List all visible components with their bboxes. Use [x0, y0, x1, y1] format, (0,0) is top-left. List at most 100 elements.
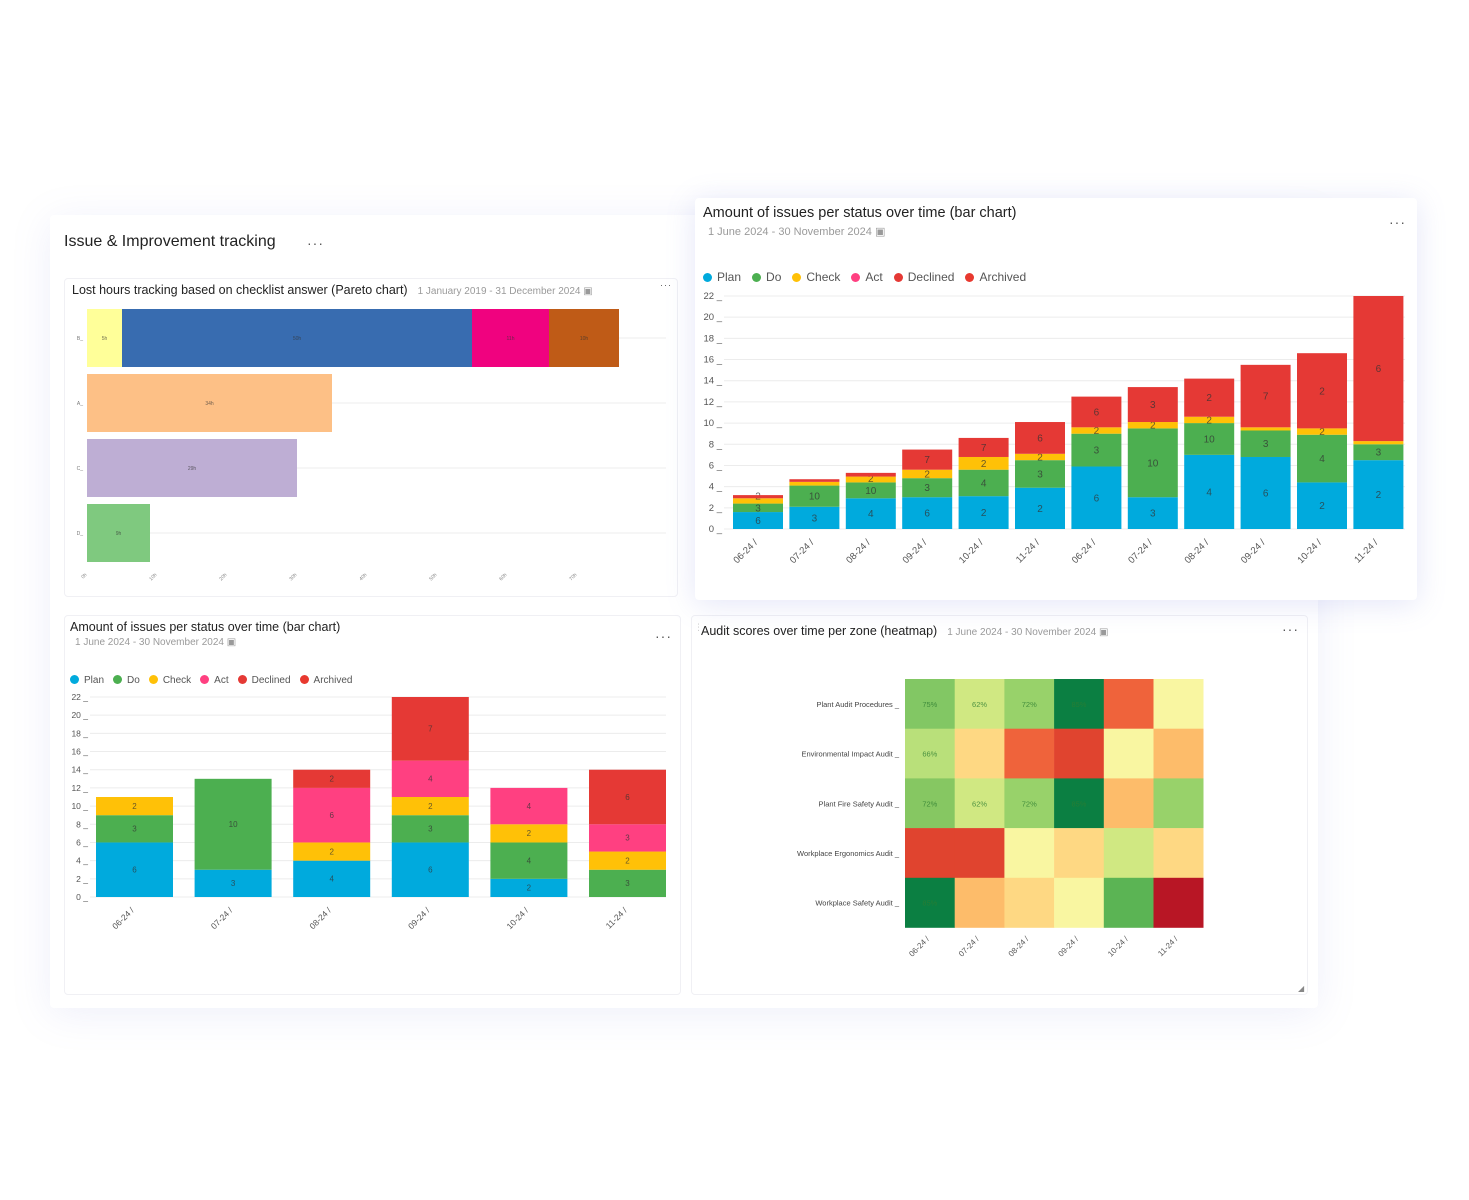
- data-label: 4: [1319, 454, 1325, 465]
- bar-segment-check: [1353, 441, 1404, 445]
- bar-segment-do: [733, 503, 783, 513]
- data-label: 2: [1150, 421, 1156, 432]
- legend-label: Archived: [979, 270, 1027, 284]
- data-label: 7: [1263, 392, 1269, 403]
- data-label: 11h: [507, 336, 515, 342]
- data-label: 3: [1376, 448, 1382, 459]
- cell-label: 66%: [922, 750, 937, 759]
- status-top-date-range[interactable]: 1 June 2024 - 30 November 2024 ▣: [708, 225, 885, 238]
- data-label: 6: [755, 516, 761, 527]
- date-text: 1 June 2024 - 30 November 2024: [708, 226, 872, 238]
- heatmap-cell: [954, 828, 1005, 879]
- calendar-icon: ▣: [583, 286, 593, 297]
- data-label: 6: [1263, 488, 1269, 499]
- x-tick-label: 08-24 /: [844, 537, 873, 566]
- drag-handle-icon[interactable]: ⋮: [694, 622, 703, 632]
- x-tick-label: 06-24 /: [110, 905, 136, 931]
- status-bottom-menu-button[interactable]: ···: [655, 628, 672, 644]
- legend-dot: [752, 273, 762, 282]
- bar-segment-do: [490, 842, 568, 879]
- bar-segment-declined: [958, 437, 1009, 457]
- heatmap-date-range[interactable]: 1 June 2024 - 30 November 2024 ▣: [947, 627, 1108, 638]
- heatmap-cell: [1054, 877, 1105, 928]
- heatmap-cell: [1004, 778, 1055, 829]
- data-label: 2: [1206, 415, 1212, 426]
- legend-item-check[interactable]: Check: [792, 270, 840, 284]
- y-tick-label: 6 _: [76, 837, 88, 847]
- data-label: 3: [1037, 469, 1043, 480]
- data-label: 3: [1094, 446, 1100, 457]
- bar-segment-declined: [1127, 387, 1178, 423]
- data-label: 3: [428, 825, 433, 834]
- heatmap-cell: [1153, 728, 1204, 779]
- data-label: 2: [981, 508, 987, 519]
- x-tick-label: 06-24 /: [1070, 537, 1099, 566]
- bar-segment-do: [1071, 433, 1122, 467]
- legend-label: Do: [127, 675, 140, 686]
- data-label: 2: [1319, 501, 1325, 512]
- legend-item-check[interactable]: Check: [148, 675, 191, 686]
- pareto-menu-button[interactable]: ···: [660, 280, 672, 290]
- y-tick-label: 12 _: [71, 783, 88, 793]
- bar-segment-declined: [1184, 378, 1235, 417]
- legend-item-do[interactable]: Do: [113, 675, 140, 686]
- legend-item-plan[interactable]: Plan: [703, 270, 741, 284]
- legend-dot: [965, 273, 975, 282]
- data-label: 3: [231, 879, 236, 888]
- pareto-date-range[interactable]: 1 January 2019 - 31 December 2024 ▣: [418, 286, 593, 297]
- bar-segment-do: [391, 815, 469, 843]
- legend-label: Declined: [907, 270, 955, 284]
- row-label: Workplace Safety Audit _: [815, 899, 899, 908]
- legend-dot: [200, 675, 210, 684]
- legend-item-archived[interactable]: Archived: [965, 270, 1026, 284]
- resize-handle-icon[interactable]: ◢: [1298, 984, 1305, 993]
- status-bottom-legend: Plan Do Check Act Declined Archived: [70, 675, 352, 686]
- heatmap-cell: [905, 728, 955, 779]
- data-label: 6: [1094, 407, 1100, 418]
- date-text: 1 June 2024 - 30 November 2024: [947, 627, 1097, 638]
- heatmap-cell: [1153, 877, 1204, 928]
- heatmap-cell: [905, 778, 955, 829]
- data-label: 4: [868, 509, 874, 520]
- y-tick-label: 20 _: [704, 312, 723, 323]
- legend-item-declined[interactable]: Declined: [237, 675, 291, 686]
- x-tick-label: 50h: [428, 572, 438, 582]
- row-label: Workplace Ergonomics Audit _: [797, 849, 900, 858]
- legend-item-declined[interactable]: Declined: [893, 270, 955, 284]
- bar-segment-declined: [1071, 396, 1122, 428]
- data-label: 3: [1150, 509, 1156, 520]
- y-tick-label: 18 _: [71, 728, 88, 738]
- bar-segment-declined: [845, 472, 896, 477]
- bar-segment-do: [1015, 460, 1065, 488]
- bar-segment-do: [1184, 423, 1235, 455]
- legend-dot: [792, 273, 802, 282]
- legend-item-do[interactable]: Do: [752, 270, 781, 284]
- x-tick-label: 09-24 /: [901, 537, 930, 566]
- column-label: 06-24 /: [907, 934, 932, 959]
- legend-item-archived[interactable]: Archived: [299, 675, 352, 686]
- y-tick-label: 20 _: [71, 710, 88, 720]
- dashboard-menu-button[interactable]: ···: [307, 235, 324, 251]
- legend-item-plan[interactable]: Plan: [70, 675, 104, 686]
- x-tick-label: 07-24 /: [1126, 537, 1155, 566]
- data-label: 4: [527, 802, 532, 811]
- bar-segment-declined: [902, 449, 953, 470]
- legend-item-act[interactable]: Act: [851, 270, 883, 284]
- legend-item-act[interactable]: Act: [200, 675, 229, 686]
- column-label: 11-24 /: [1156, 934, 1180, 958]
- heatmap-menu-button[interactable]: ···: [1282, 621, 1299, 637]
- pareto-header: Lost hours tracking based on checklist a…: [72, 283, 593, 297]
- status-bottom-date-range[interactable]: 1 June 2024 - 30 November 2024 ▣: [75, 637, 236, 648]
- data-label: 2: [329, 775, 334, 784]
- data-label: 5h: [102, 336, 108, 342]
- data-label: 3: [1150, 400, 1156, 411]
- x-tick-label: 07-24 /: [209, 905, 235, 931]
- status-top-menu-button[interactable]: ···: [1389, 214, 1406, 230]
- legend-label: Plan: [717, 270, 742, 284]
- legend-dot: [893, 273, 903, 282]
- bar-segment-check: [391, 797, 469, 816]
- data-label: 4: [981, 478, 987, 489]
- column-label: 09-24 /: [1056, 934, 1081, 959]
- heatmap-cell: [1153, 679, 1204, 729]
- bar-segment-plan: [1127, 497, 1178, 529]
